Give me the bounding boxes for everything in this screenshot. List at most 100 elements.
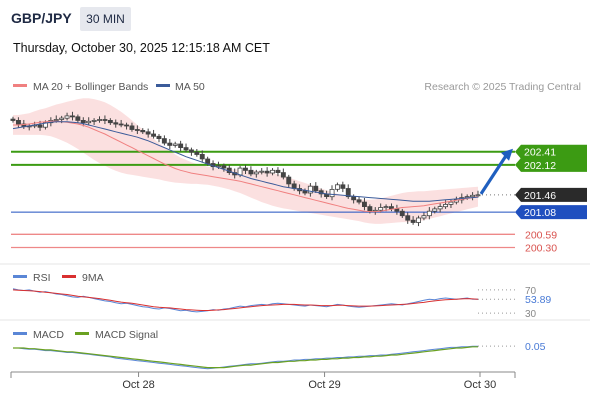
rsi-ma-legend-swatch [62,275,76,278]
rsi-ma-legend-label: 9MA [82,272,104,284]
bb-legend-label: MA 20 + Bollinger Bands [33,81,148,93]
candle-body [242,167,248,171]
candle-body [129,125,135,130]
candle-body [161,138,167,144]
candle-body [113,122,119,125]
candle-body [183,147,189,151]
x-tick-label: Oct 28 [122,379,154,391]
candle-body [351,196,357,201]
level-tag-202.41 [515,144,587,159]
candle-body [15,120,21,125]
level-label-201.46: 201.46 [524,190,556,202]
ma50-legend-swatch [156,84,170,87]
candle-body [145,131,151,135]
candle-body [118,123,124,126]
macd-legend-label: MACD [33,329,64,341]
candle-body [10,118,16,121]
signal-legend-label: MACD Signal [95,329,158,341]
candle-body [378,207,384,211]
candle-body [448,201,454,205]
rsi-tick-label: 70 [525,286,537,297]
candle-body [345,188,351,198]
symbol-title: GBP/JPY [11,10,72,26]
candle-body [421,215,427,219]
candle-body [432,208,438,212]
candle-body [334,184,340,190]
candle-body [75,116,81,121]
candle-body [394,208,400,212]
rsi-tick-label: 30 [525,309,537,320]
macd-current-label: 0.05 [525,341,546,353]
candle-body [475,194,481,197]
rsi-legend-label: RSI [33,272,51,284]
rsi-legend-swatch [13,275,27,278]
credit-label: Research © 2025 Trading Central [424,81,581,93]
forecast-arrow-shaft [479,154,508,195]
signal-legend-swatch [75,332,89,335]
candle-body [215,165,221,168]
macd-legend-swatch [13,332,27,335]
level-tag-202.12 [515,157,587,172]
candle-body [291,183,297,189]
candle-body [37,124,43,128]
rsi-ma-line [12,289,479,311]
candle-body [80,120,86,124]
candle-body [91,120,97,122]
candle-body [383,206,389,209]
candle-body [264,170,270,174]
candle-body [199,153,205,160]
ma50-line [12,121,479,202]
x-axis: Oct 28 Oct 29 Oct 30 [10,371,516,391]
level-label-202.41: 202.41 [524,147,556,159]
price-panel [13,98,478,224]
bollinger-band [13,98,478,224]
candle-body [443,203,448,208]
candle-body [156,135,162,140]
level-label-200.59: 200.59 [525,229,557,241]
candle-body [329,188,335,198]
candle-body [59,117,65,120]
candle-body [259,170,265,173]
ma20-line [13,120,479,213]
timeframe-badge[interactable] [80,7,131,31]
macd-line [13,345,478,370]
candle-body [124,124,129,127]
candle-body [426,210,432,217]
rsi-line [12,288,478,313]
rsi-current-label: 53.89 [525,294,551,306]
candle-body [205,158,211,164]
candle-body [107,120,113,124]
macd-signal-line [13,346,478,369]
candle-body [388,206,394,210]
candle-body [270,169,275,174]
level-tag-201.46 [515,187,587,202]
candle-body [307,185,313,194]
candle-body [286,176,292,185]
candle-body [134,129,140,131]
candle-body [151,133,156,137]
candle-body [361,201,367,208]
candle-body [367,206,373,212]
candle-body [167,142,173,146]
candle-body [178,143,184,148]
candle-body [437,206,443,210]
x-tick-label: Oct 29 [308,379,340,391]
candle-body [53,119,59,121]
candle-body [194,151,200,155]
x-tick-label: Oct 30 [464,379,496,391]
bb-legend-swatch [13,84,27,87]
rsi-panel: 70 30 53.89 [12,286,551,320]
timeframe-label: 30 MIN [86,12,125,26]
datetime-label: Thursday, October 30, 2025 12:15:18 AM C… [13,41,270,55]
level-tag-201.08 [515,205,587,220]
candle-body [340,184,346,189]
level-label-201.08: 201.08 [524,207,556,219]
candle-body [97,119,102,121]
candle-body [416,217,421,223]
level-label-200.30: 200.30 [525,242,557,254]
indicator-lines [12,120,513,213]
candle-body [302,190,308,194]
forecast-arrow-head [501,148,513,161]
